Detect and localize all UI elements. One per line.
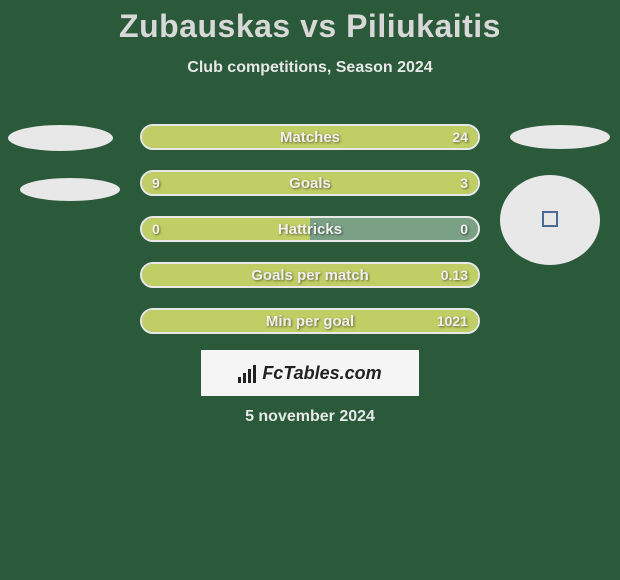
page-title: Zubauskas vs Piliukaitis bbox=[0, 0, 620, 45]
infographic-root: Zubauskas vs Piliukaitis Club competitio… bbox=[0, 0, 620, 580]
avatar-left-shape-1 bbox=[8, 125, 113, 151]
avatar-right-circle bbox=[500, 175, 600, 265]
brand-text: FcTables.com bbox=[262, 363, 381, 384]
stat-left-fill bbox=[142, 218, 310, 240]
stat-right-fill bbox=[394, 172, 478, 194]
stat-row-min-per-goal: Min per goal 1021 bbox=[140, 308, 480, 334]
stat-right-value: 0 bbox=[460, 218, 468, 240]
stat-row-goals: 9 Goals 3 bbox=[140, 170, 480, 196]
brand-badge: FcTables.com bbox=[201, 350, 419, 396]
date-label: 5 november 2024 bbox=[0, 408, 620, 426]
subtitle: Club competitions, Season 2024 bbox=[0, 59, 620, 77]
stat-row-matches: Matches 24 bbox=[140, 124, 480, 150]
stat-row-goals-per-match: Goals per match 0.13 bbox=[140, 262, 480, 288]
stat-left-fill bbox=[142, 310, 478, 332]
stat-left-fill bbox=[142, 172, 394, 194]
brand-chart-icon bbox=[238, 363, 256, 383]
avatar-left-shape-2 bbox=[20, 178, 120, 201]
stats-bars: Matches 24 9 Goals 3 0 Hattricks 0 Goals… bbox=[140, 124, 480, 354]
avatar-right-shape-1 bbox=[510, 125, 610, 149]
avatar-right-inner-box bbox=[542, 211, 558, 227]
stat-row-hattricks: 0 Hattricks 0 bbox=[140, 216, 480, 242]
stat-left-fill bbox=[142, 264, 478, 286]
stat-right-fill bbox=[142, 126, 478, 148]
